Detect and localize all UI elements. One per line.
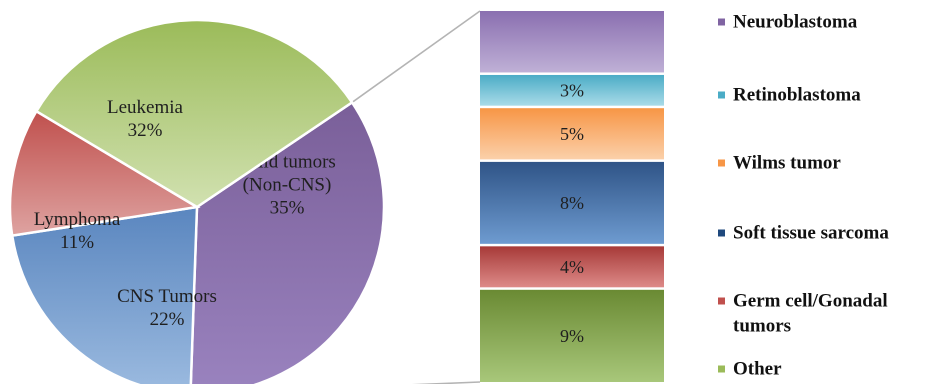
pie-slice-label: Leukemia xyxy=(107,97,184,118)
legend-label-germ-cell-gonadal: Germ cell/Gonadal xyxy=(733,291,888,312)
pie-slice-label: (Non-CNS) xyxy=(243,175,332,196)
legend-label-wilms-tumor: Wilms tumor xyxy=(733,153,841,174)
bar-value-label: 4% xyxy=(560,257,584,277)
legend-swatch-wilms-tumor xyxy=(718,159,725,167)
connector-line-top xyxy=(351,10,481,104)
legend-swatch-other xyxy=(718,365,725,373)
bar-segment-retinoblastoma xyxy=(480,74,664,106)
pie: Solid tumors(Non-CNS)35%CNS Tumors22%Lym… xyxy=(8,18,386,384)
legend-swatch-retinoblastoma xyxy=(718,91,725,99)
bar-segment-soft-tissue-sarcoma xyxy=(480,161,664,244)
legend: Neuroblastoma Retinoblastoma Wilms tumor So… xyxy=(718,12,889,380)
legend-label-retinoblastoma: Retinoblastoma xyxy=(733,85,861,106)
bar-value-label: 3% xyxy=(560,80,584,100)
bar-segment-other xyxy=(480,289,664,382)
legend-label-line2: tumors xyxy=(733,316,791,337)
pie-slice-cns-tumors xyxy=(10,205,199,384)
pie-slice-leukemia xyxy=(34,18,354,209)
pie-value-label: 22% xyxy=(150,309,185,330)
bar-segment-germ-cell-gonadal xyxy=(480,246,664,288)
legend-swatch-neuroblastoma xyxy=(718,18,725,26)
legend-label-soft-tissue-sarcoma: Soft tissue sarcoma xyxy=(733,223,889,244)
pie-value-label: 32% xyxy=(128,120,163,141)
pie-slice-label: Lymphoma xyxy=(34,209,121,230)
bar-value-label: 5% xyxy=(560,124,584,144)
legend-label-other: Other xyxy=(733,359,782,380)
pie-value-label: 11% xyxy=(60,232,94,253)
bar-segment-neuroblastoma xyxy=(480,11,664,73)
bar-value-label: 9% xyxy=(560,326,584,346)
legend-swatch-soft-tissue-sarcoma xyxy=(718,229,725,237)
pie-slice-solid-tumors xyxy=(189,100,386,384)
pie-slice-label: CNS Tumors xyxy=(117,286,217,307)
stacked-bar: 3% 5% 8% 4% 9% xyxy=(480,11,664,382)
pie-slice-lymphoma xyxy=(8,109,201,238)
legend-swatch-germ-cell-gonadal xyxy=(718,297,725,305)
bar-segment-wilms-tumor xyxy=(480,108,664,160)
legend-label-neuroblastoma: Neuroblastoma xyxy=(733,12,858,33)
bar-value-label: 8% xyxy=(560,193,584,213)
pie-value-label: 35% xyxy=(270,198,305,219)
